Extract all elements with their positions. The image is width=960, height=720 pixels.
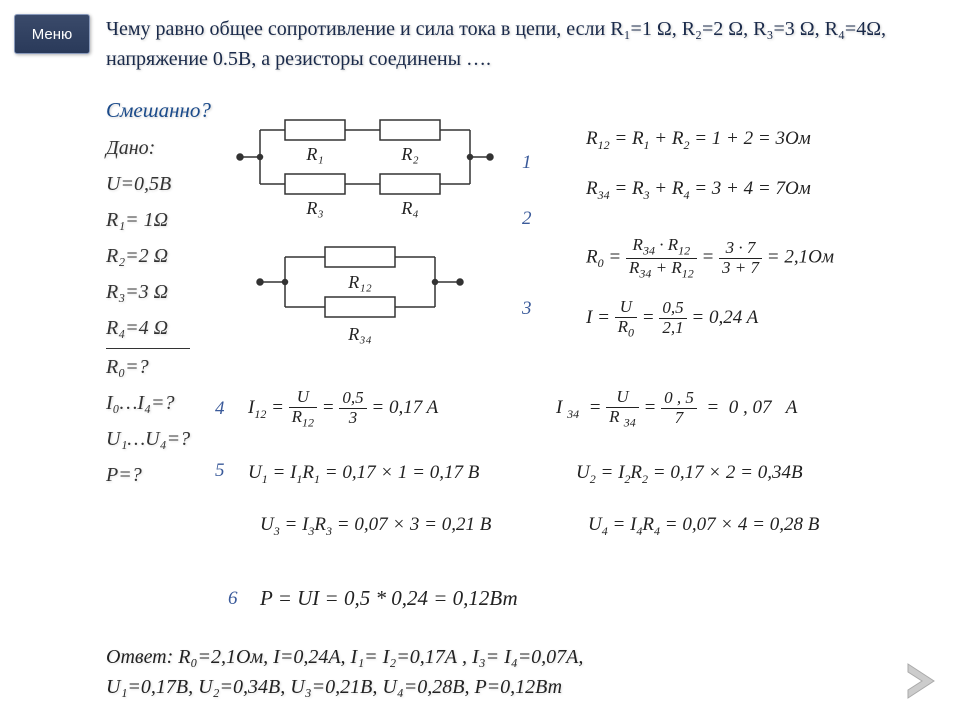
- step-number: 4: [215, 398, 225, 420]
- equation-u2: U2 = I2R2 = 0,17 × 2 = 0,34В: [576, 462, 803, 487]
- equation-i12: I12 = UR12 = 0,53 = 0,17 A: [248, 388, 438, 429]
- svg-text:R₃: R₃: [305, 198, 323, 218]
- problem-text-content: Чему равно общее сопротивление и сила то…: [106, 18, 886, 70]
- find-line: I₀…I₄=?: [106, 385, 190, 421]
- step-number: 2: [522, 208, 532, 230]
- svg-text:R₃₄: R₃₄: [347, 324, 372, 344]
- step-number: 6: [228, 588, 238, 610]
- step-number: 1: [522, 152, 532, 174]
- equation-i: I = UR0 = 0,52,1 = 0,24 A: [586, 298, 758, 339]
- answer-line-1: Ответ: R₀=2,1Ом, I=0,24А, I₁= I₂=0,17А ,…: [106, 642, 583, 672]
- menu-button[interactable]: Меню: [14, 14, 90, 54]
- equation-r34: R34 = R3 + R4 = 3 + 4 = 7Ом: [586, 178, 811, 203]
- circuit-diagram: R₁ R₂ R₃ R₄ R₁₂ R₃₄: [230, 112, 500, 367]
- equation-i34: I 34 = UR 34 = 0 , 57 = 0 , 07 A: [556, 388, 797, 429]
- chevron-right-icon: [900, 660, 942, 702]
- equation-u4: U4 = I4R4 = 0,07 × 4 = 0,28 В: [588, 514, 819, 539]
- given-line: R₃=3 Ω: [106, 274, 190, 310]
- step-number: 3: [522, 298, 532, 320]
- answer-line-2: U₁=0,17В, U₂=0,34В, U₃=0,21В, U₄=0,28В, …: [106, 672, 583, 702]
- answer-block: Ответ: R₀=2,1Ом, I=0,24А, I₁= I₂=0,17А ,…: [106, 642, 583, 702]
- find-line: R₀=?: [106, 349, 190, 385]
- svg-text:R₂: R₂: [400, 144, 418, 164]
- svg-text:R₄: R₄: [400, 198, 418, 218]
- svg-text:R₁₂: R₁₂: [347, 272, 372, 292]
- given-block: Дано: U=0,5В R₁= 1Ω R₂=2 Ω R₃=3 Ω R₄=4 Ω…: [106, 130, 190, 493]
- step-number: 5: [215, 460, 225, 482]
- given-line: R₁= 1Ω: [106, 202, 190, 238]
- find-line: U₁…U₄=?: [106, 421, 190, 457]
- given-title: Дано:: [106, 130, 190, 166]
- next-arrow-button[interactable]: [900, 660, 942, 702]
- equation-u3: U3 = I3R3 = 0,07 × 3 = 0,21 В: [260, 514, 491, 539]
- find-line: P=?: [106, 457, 190, 493]
- equation-r0: R0 = R34 · R12R34 + R12 = 3 · 73 + 7 = 2…: [586, 236, 834, 280]
- menu-label: Меню: [32, 26, 73, 43]
- equation-u1: U1 = I1R1 = 0,17 × 1 = 0,17 В: [248, 462, 479, 487]
- mixed-label: Смешанно?: [106, 98, 211, 123]
- equation-r12: R12 = R1 + R2 = 1 + 2 = 3Ом: [586, 128, 811, 153]
- equation-power: P = UI = 0,5 * 0,24 = 0,12Вт: [260, 586, 518, 611]
- given-line: R₄=4 Ω: [106, 310, 190, 349]
- given-line: U=0,5В: [106, 166, 190, 202]
- problem-statement: Чему равно общее сопротивление и сила то…: [106, 14, 926, 74]
- svg-text:R₁: R₁: [305, 144, 323, 164]
- given-line: R₂=2 Ω: [106, 238, 190, 274]
